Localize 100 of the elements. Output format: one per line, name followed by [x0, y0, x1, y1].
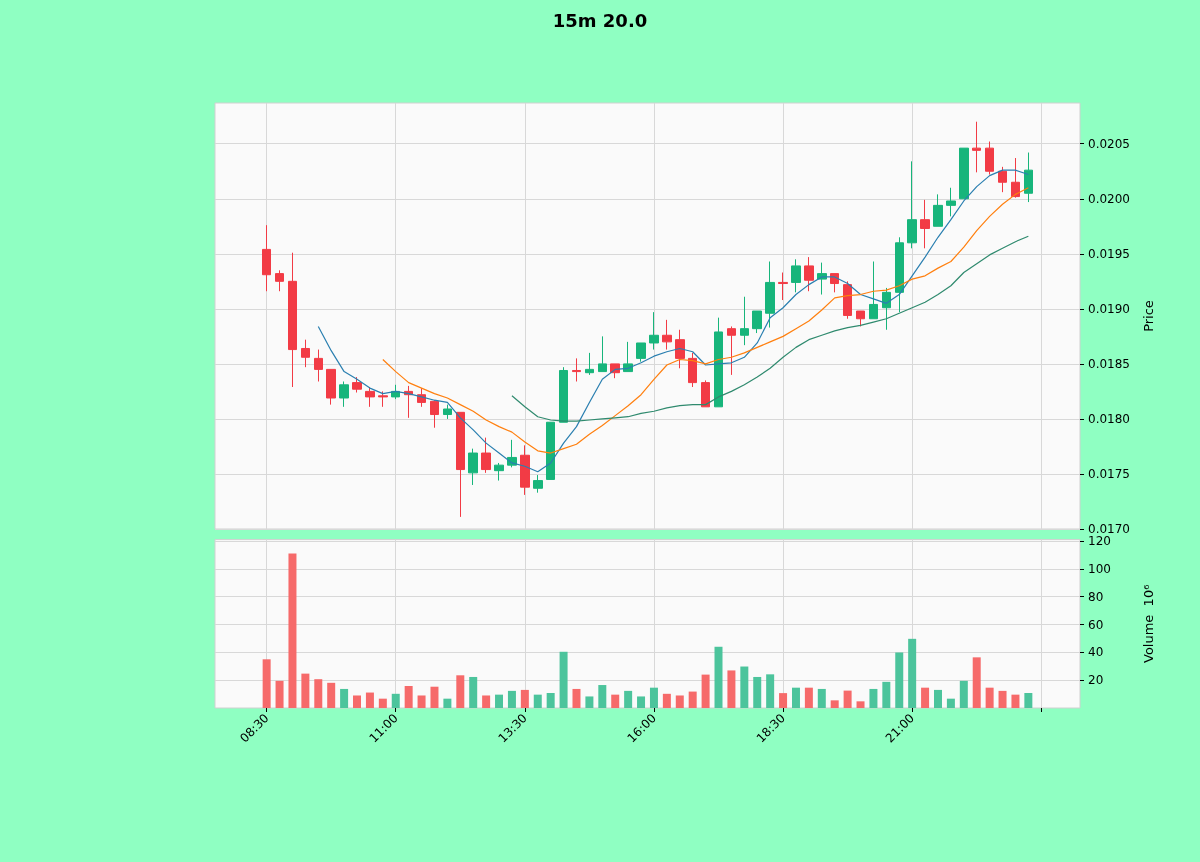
candlestick — [791, 258, 801, 293]
bar — [546, 692, 555, 708]
bar — [559, 651, 568, 708]
candlestick — [933, 193, 943, 227]
bar — [662, 693, 671, 708]
candlestick — [701, 379, 710, 408]
y-tick-label: 100 — [1088, 561, 1111, 576]
candlestick — [262, 224, 271, 292]
candlestick — [352, 376, 362, 393]
bar — [482, 695, 491, 708]
bar — [288, 553, 297, 708]
candlestick — [946, 187, 956, 217]
candlestick — [339, 381, 349, 408]
candlestick — [985, 141, 994, 176]
bar — [430, 686, 439, 708]
candlestick — [494, 462, 504, 482]
bar — [985, 687, 994, 708]
candlestick — [972, 121, 981, 173]
bar — [365, 692, 374, 708]
y-tick-label: 0.0205 — [1088, 136, 1130, 151]
candlestick — [752, 310, 762, 334]
candlestick — [907, 160, 917, 249]
bar — [391, 693, 400, 708]
candlestick — [572, 357, 581, 382]
candlestick — [1024, 152, 1033, 203]
bar — [340, 688, 349, 708]
candlestick — [882, 287, 891, 331]
bar — [740, 666, 749, 708]
bar — [598, 685, 607, 708]
y-tick-label: 80 — [1088, 589, 1104, 604]
candlestick — [378, 390, 388, 408]
bar — [998, 690, 1007, 708]
bar — [507, 690, 516, 708]
bar — [637, 696, 646, 708]
bar — [753, 676, 762, 708]
y-tick-label: 40 — [1088, 645, 1104, 660]
bar — [804, 687, 813, 708]
bar — [417, 695, 426, 708]
y-axis-title: Price — [1141, 300, 1156, 332]
bar — [353, 695, 362, 708]
y-tick-label: 0.0190 — [1088, 301, 1130, 316]
line-series — [382, 187, 1029, 454]
candlestick — [843, 280, 852, 320]
bar — [649, 687, 658, 708]
bar — [675, 695, 684, 708]
candlestick — [740, 296, 749, 346]
candlestick — [662, 319, 672, 351]
bar — [856, 701, 865, 708]
bar — [701, 674, 710, 708]
candlestick — [585, 352, 594, 376]
candlestick — [520, 444, 530, 496]
candlestick — [856, 310, 865, 327]
bar — [533, 694, 542, 708]
y-tick-label: 0.0180 — [1088, 411, 1130, 426]
bar — [585, 696, 594, 708]
bar — [327, 682, 336, 708]
candlestick — [598, 335, 607, 373]
bar — [843, 690, 852, 708]
bar — [946, 698, 955, 708]
candlestick — [804, 256, 814, 292]
y-tick-label: 120 — [1088, 534, 1111, 548]
bar — [766, 674, 775, 708]
candlestick — [714, 317, 723, 408]
candlestick — [636, 342, 646, 363]
bar — [869, 688, 878, 708]
bar — [378, 698, 387, 708]
line-series — [317, 169, 1029, 473]
chart-title: 15m 20.0 — [552, 9, 648, 31]
candlestick — [301, 339, 310, 368]
candlestick — [275, 269, 284, 292]
bar — [520, 689, 529, 708]
candlestick — [959, 147, 969, 200]
bar — [495, 694, 504, 708]
bar — [404, 686, 413, 708]
candlestick — [727, 325, 736, 376]
candlestick — [365, 386, 375, 408]
y-tick-label: 0.0195 — [1088, 246, 1130, 261]
y-tick-label: 20 — [1088, 673, 1104, 688]
candlestick — [546, 421, 555, 480]
bar — [882, 681, 891, 708]
bar — [1011, 694, 1020, 708]
bar — [443, 698, 452, 708]
bar — [469, 676, 478, 708]
candlestick — [778, 272, 788, 301]
bar — [714, 646, 723, 708]
candlestick — [688, 352, 697, 388]
line-series — [511, 235, 1029, 422]
candlestick — [675, 329, 685, 369]
candlestick — [869, 261, 878, 320]
bar — [1024, 692, 1033, 708]
y-tick-label: 0.0170 — [1088, 522, 1130, 536]
candlestick — [895, 236, 904, 313]
candlestick — [998, 166, 1007, 193]
bar — [933, 689, 942, 708]
candlestick — [533, 474, 543, 494]
bar — [921, 687, 930, 708]
candlestick — [765, 261, 775, 329]
candlestick — [326, 368, 336, 406]
bar — [959, 680, 968, 708]
bar — [314, 679, 323, 708]
